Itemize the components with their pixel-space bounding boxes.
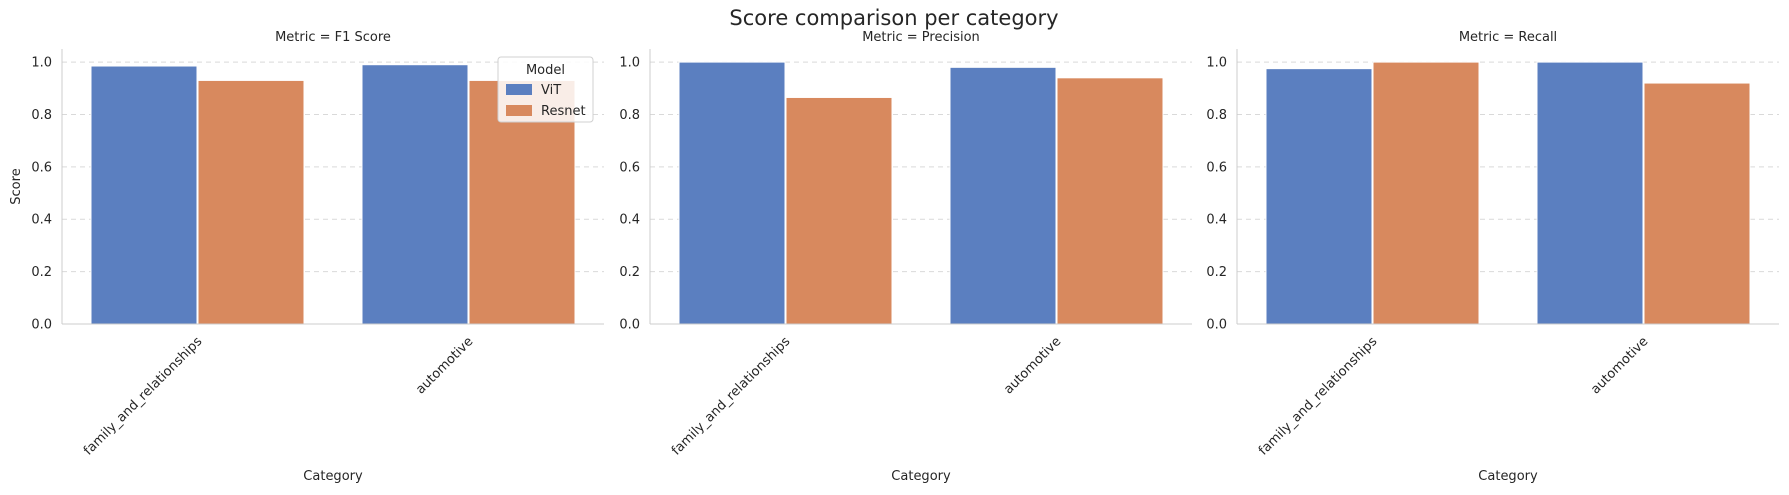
x-tick-label: family_and_relationships	[669, 334, 793, 458]
x-tick-label: family_and_relationships	[1256, 334, 1380, 458]
y-tick-label: 0.4	[31, 213, 52, 228]
y-tick-label: 1.0	[619, 56, 640, 71]
panel-title: Metric = F1 Score	[275, 30, 391, 45]
panel-title: Metric = Precision	[862, 30, 980, 45]
y-tick-label: 0.2	[619, 265, 640, 280]
legend-swatch-resnet	[506, 105, 532, 116]
y-tick-label: 0.6	[619, 160, 640, 175]
y-tick-label: 0.2	[31, 265, 52, 280]
bar-vit-automotive	[1536, 61, 1644, 325]
y-tick-label: 1.0	[31, 56, 52, 71]
bar-vit-family_and_relationships	[678, 61, 786, 325]
x-axis-label: Category	[891, 469, 951, 484]
legend-swatch-vit	[506, 84, 532, 95]
y-axis-label: Score	[9, 168, 24, 204]
bar-vit-automotive	[361, 64, 469, 325]
bar-vit-automotive	[949, 66, 1057, 325]
bar-resnet-automotive	[1643, 82, 1751, 325]
y-tick-label: 0.0	[619, 318, 640, 333]
bar-resnet-family_and_relationships	[197, 79, 305, 325]
y-tick-label: 1.0	[1206, 56, 1227, 71]
panel-title: Metric = Recall	[1459, 30, 1557, 45]
y-tick-label: 0.4	[1206, 213, 1227, 228]
bar-resnet-family_and_relationships	[1372, 61, 1480, 325]
y-tick-label: 0.2	[1206, 265, 1227, 280]
y-tick-label: 0.8	[619, 108, 640, 123]
x-tick-label: automotive	[1001, 334, 1064, 397]
legend-title: Model	[526, 63, 565, 78]
x-tick-label: automotive	[1588, 334, 1651, 397]
y-tick-label: 0.8	[1206, 108, 1227, 123]
x-tick-label: automotive	[413, 334, 476, 397]
y-tick-label: 0.4	[619, 213, 640, 228]
y-tick-label: 0.0	[31, 318, 52, 333]
x-tick-label: family_and_relationships	[81, 334, 205, 458]
bar-vit-family_and_relationships	[1265, 68, 1373, 325]
chart-title: Score comparison per category	[729, 6, 1058, 30]
y-tick-label: 0.6	[1206, 160, 1227, 175]
x-axis-label: Category	[1478, 469, 1538, 484]
bar-resnet-automotive	[1056, 77, 1164, 325]
legend-label-resnet: Resnet	[541, 104, 586, 119]
y-tick-label: 0.8	[31, 108, 52, 123]
legend-label-vit: ViT	[541, 83, 561, 98]
bar-resnet-family_and_relationships	[785, 96, 893, 325]
x-axis-label: Category	[303, 469, 363, 484]
y-tick-label: 0.6	[31, 160, 52, 175]
bar-vit-family_and_relationships	[90, 65, 198, 325]
y-tick-label: 0.0	[1206, 318, 1227, 333]
